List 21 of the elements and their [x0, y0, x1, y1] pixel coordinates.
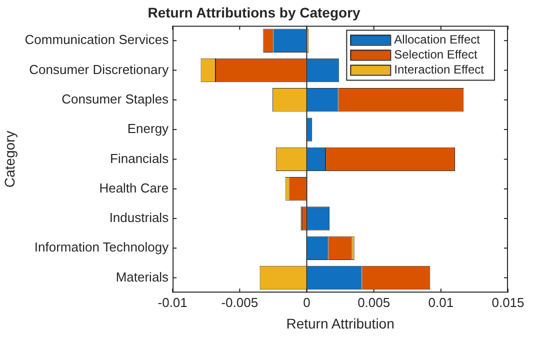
- y-tick-label: Energy: [127, 121, 170, 136]
- x-tick-label: 0.01: [428, 294, 454, 310]
- x-axis-title: Return Attribution: [286, 315, 394, 332]
- x-tick-label: 0.005: [358, 294, 390, 310]
- x-tick-label: 0.015: [492, 294, 524, 310]
- y-tick-label: Communication Services: [24, 32, 170, 48]
- x-tick-label: -0.005: [221, 294, 258, 310]
- y-tick-label: Financials: [110, 150, 170, 166]
- y-tick-label: Health Care: [99, 180, 169, 196]
- y-tick-label: Consumer Discretionary: [29, 62, 170, 77]
- chart-title: Return Attributions by Category: [148, 4, 361, 20]
- x-tick-label: 0: [303, 294, 310, 310]
- y-tick-label: Information Technology: [34, 240, 170, 255]
- legend-label: Interaction Effect: [394, 62, 485, 77]
- y-tick-label: Consumer Staples: [62, 91, 170, 106]
- y-axis-title: Category: [1, 130, 18, 188]
- legend-label: Allocation Effect: [394, 32, 481, 47]
- legend-label: Selection Effect: [394, 48, 478, 62]
- x-tick-label: -0.01: [158, 294, 188, 310]
- y-tick-label: Materials: [116, 269, 170, 284]
- y-tick-label: Industrials: [109, 210, 170, 226]
